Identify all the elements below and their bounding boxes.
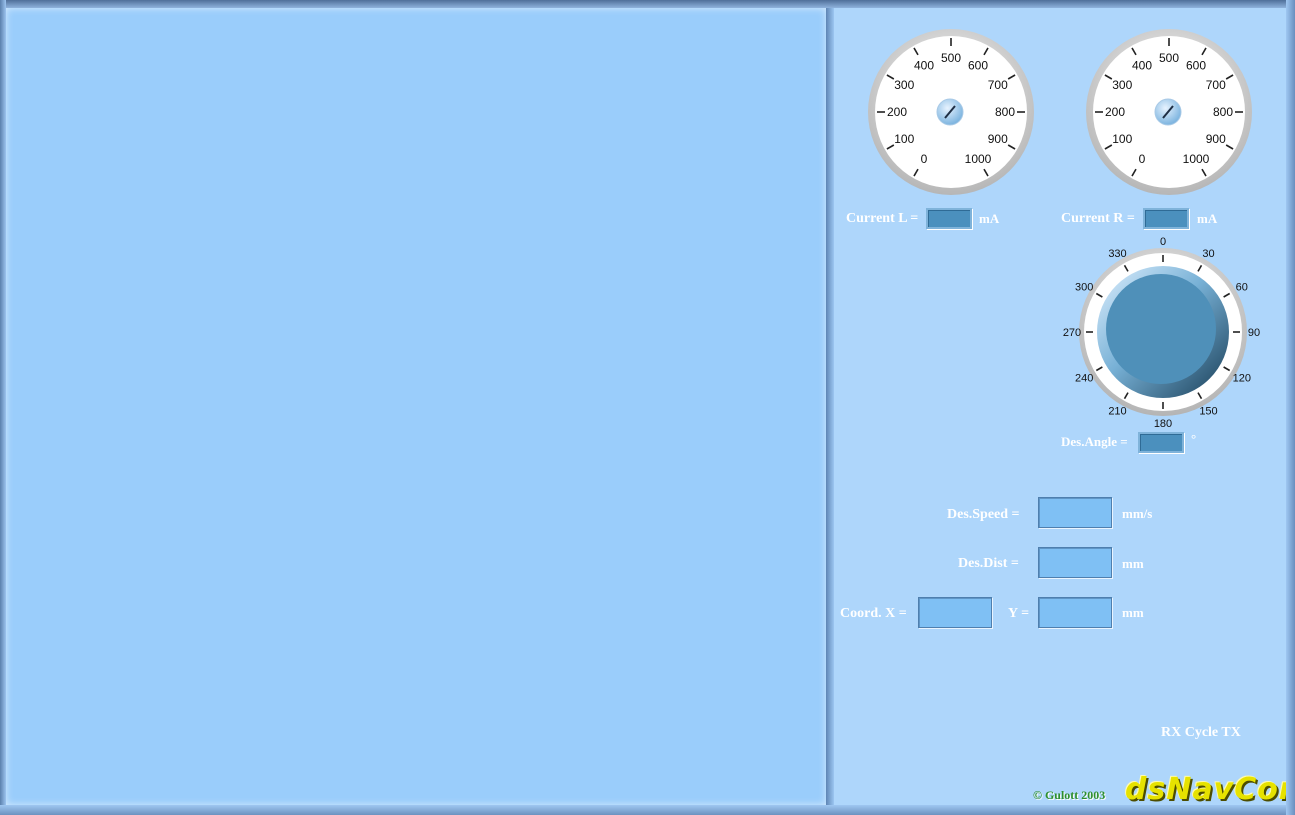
tick-mark — [1095, 292, 1103, 298]
current-right-label: Current R = — [1061, 211, 1135, 226]
tick-mark — [1131, 47, 1137, 56]
tick-label: 270 — [1063, 327, 1081, 339]
dist-unit: mm — [1122, 556, 1144, 571]
window-left-border — [0, 0, 6, 815]
tick-label: 300 — [1075, 281, 1093, 293]
dist-input[interactable] — [1038, 547, 1112, 578]
window-bottom-border — [0, 805, 1295, 815]
speed-input[interactable] — [1038, 497, 1112, 528]
tick-label: 900 — [988, 132, 1008, 146]
tick-label: 400 — [1132, 58, 1152, 72]
tick-label: 200 — [887, 105, 907, 119]
tick-mark — [1007, 144, 1016, 150]
tick-label: 800 — [1213, 105, 1233, 119]
tick-label: 120 — [1233, 372, 1251, 384]
tick-label: 0 — [921, 152, 928, 166]
tick-label: 150 — [1199, 406, 1217, 418]
tick-mark — [1197, 392, 1203, 400]
tick-mark — [1104, 144, 1113, 150]
angle-unit: ° — [1191, 431, 1197, 446]
tick-mark — [1123, 264, 1129, 272]
tick-mark — [1197, 264, 1203, 272]
tick-label: 500 — [941, 51, 961, 65]
tick-label: 300 — [1112, 78, 1132, 92]
tick-label: 400 — [914, 58, 934, 72]
tick-label: 1000 — [1183, 152, 1210, 166]
tick-mark — [1201, 47, 1207, 56]
window-top-border — [0, 0, 1295, 8]
tick-mark — [886, 74, 895, 80]
tick-label: 180 — [1154, 418, 1172, 430]
gauge-needle — [1162, 105, 1174, 119]
copyright-notice: © Gulott 2003 — [1033, 788, 1106, 802]
rx-cycle-tx-status: RX Cycle TX — [1161, 725, 1241, 740]
tick-label: 200 — [1105, 105, 1125, 119]
coord-y-input[interactable] — [1038, 597, 1112, 628]
angle-value-box — [1138, 432, 1184, 453]
tick-label: 0 — [1160, 236, 1166, 248]
current-left-unit: mA — [979, 211, 1000, 226]
tick-label: 600 — [968, 58, 988, 72]
tick-label: 700 — [988, 78, 1008, 92]
dial-knob[interactable] — [1106, 274, 1216, 384]
tick-mark — [1225, 74, 1234, 80]
tick-label: 100 — [1112, 132, 1132, 146]
tick-label: 60 — [1236, 281, 1248, 293]
tick-mark — [913, 168, 919, 177]
tick-mark — [983, 47, 989, 56]
tick-mark — [1131, 168, 1137, 177]
tick-label: 0 — [1139, 152, 1146, 166]
tick-label: 900 — [1206, 132, 1226, 146]
app-logo: dsNavCon — [1125, 772, 1295, 807]
tick-mark — [1095, 366, 1103, 372]
angle-dial[interactable]: 0 30 60 90 120 150 180 210 240 270 300 330 — [1050, 230, 1278, 440]
tick-label: 240 — [1075, 372, 1093, 384]
navigation-canvas[interactable] — [6, 8, 826, 805]
angle-label: Des.Angle = — [1061, 434, 1128, 449]
tick-mark — [1223, 366, 1231, 372]
tick-mark — [1007, 74, 1016, 80]
current-right-value-box — [1143, 208, 1189, 229]
tick-label: 500 — [1159, 51, 1179, 65]
current-left-value-box — [926, 208, 972, 229]
tick-label: 1000 — [965, 152, 992, 166]
tick-mark — [913, 47, 919, 56]
tick-label: 300 — [894, 78, 914, 92]
window-right-border — [1286, 0, 1295, 815]
current-left-label: Current L = — [846, 211, 919, 226]
coord-x-label: Coord. X = — [840, 606, 907, 621]
tick-mark — [1201, 168, 1207, 177]
gauge-needle — [944, 105, 956, 119]
tick-label: 90 — [1248, 327, 1260, 339]
panel-divider — [826, 8, 834, 805]
tick-label: 330 — [1108, 248, 1126, 260]
coord-unit: mm — [1122, 605, 1144, 620]
current-right-unit: mA — [1197, 211, 1218, 226]
tick-mark — [1104, 74, 1113, 80]
tick-mark — [1225, 144, 1234, 150]
tick-mark — [1123, 392, 1129, 400]
tick-label: 30 — [1202, 248, 1214, 260]
tick-label: 800 — [995, 105, 1015, 119]
tick-mark — [1223, 292, 1231, 298]
tick-label: 600 — [1186, 58, 1206, 72]
speed-label: Des.Speed = — [947, 507, 1020, 522]
tick-label: 700 — [1206, 78, 1226, 92]
tick-label: 100 — [894, 132, 914, 146]
tick-mark — [886, 144, 895, 150]
tick-label: 210 — [1108, 406, 1126, 418]
coord-x-input[interactable] — [918, 597, 992, 628]
speed-unit: mm/s — [1122, 506, 1153, 521]
dist-label: Des.Dist = — [958, 556, 1019, 571]
tick-mark — [983, 168, 989, 177]
coord-y-label: Y = — [1008, 606, 1030, 621]
